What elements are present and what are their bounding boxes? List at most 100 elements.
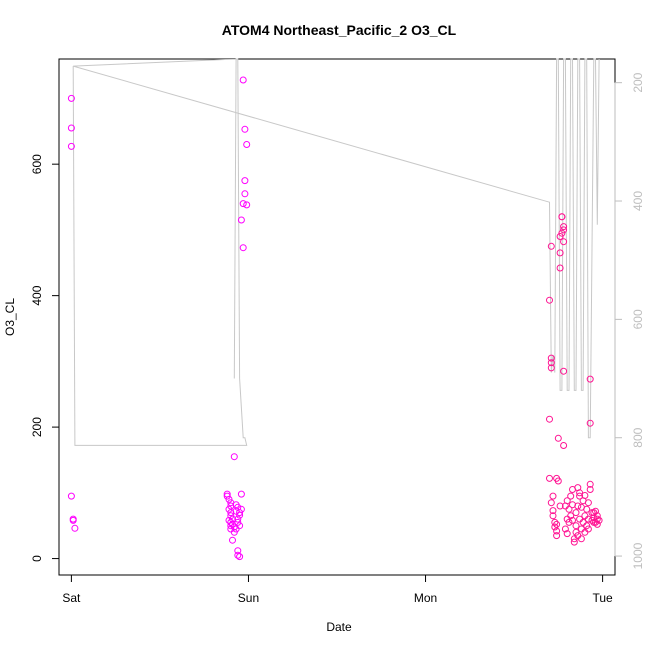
data-point [239, 200, 247, 208]
y-axis-label: O3_CL [3, 298, 17, 336]
data-point [547, 242, 555, 250]
data-point [225, 505, 233, 513]
data-point [237, 216, 245, 224]
data-point [237, 505, 245, 513]
data-point [229, 536, 236, 544]
y2-tick-label: 1000 [631, 542, 645, 569]
data-point [236, 553, 244, 561]
data-point [227, 518, 235, 526]
y2-axis: 200 400 600 800 1000 [614, 72, 645, 569]
data-point [547, 359, 555, 367]
data-point [576, 489, 584, 497]
data-point [581, 492, 589, 499]
data-point [583, 505, 591, 513]
data-point [67, 94, 75, 102]
data-point [558, 213, 566, 221]
chart-title: ATOM4 Northeast_Pacific_2 O3_CL [222, 22, 457, 38]
data-point [561, 525, 569, 533]
data-point [239, 244, 247, 252]
data-point [560, 367, 568, 375]
data-point [574, 502, 582, 510]
y-axis: 0 200 400 600 [30, 154, 60, 562]
data-point [567, 512, 575, 520]
data-point [234, 551, 242, 559]
x-tick-label: Tue [592, 591, 613, 605]
data-point [569, 486, 576, 493]
series-line-2 [72, 58, 600, 446]
data-point [227, 512, 235, 520]
data-point [572, 522, 580, 530]
data-point [570, 538, 578, 546]
data-point [581, 512, 589, 520]
y2-tick-label: 800 [631, 427, 645, 447]
data-point [71, 524, 79, 532]
data-point [567, 492, 575, 500]
data-point [234, 515, 242, 523]
x-tick-label: Mon [414, 591, 437, 605]
data-point [67, 492, 75, 500]
data-point [560, 223, 568, 231]
data-point [225, 495, 233, 503]
data-point [241, 125, 249, 133]
data-point [554, 477, 562, 485]
data-point [592, 507, 599, 515]
x-axis-label: Date [326, 620, 352, 634]
data-point [227, 522, 235, 530]
x-axis: Sat Sun Mon Tue [62, 574, 613, 605]
plot-border [58, 58, 616, 576]
y-tick-label: 0 [30, 555, 44, 562]
data-point [565, 505, 573, 513]
data-point [223, 492, 231, 500]
data-point [586, 375, 594, 383]
data-point [563, 497, 571, 505]
data-point [549, 512, 557, 520]
data-point [243, 201, 251, 209]
data-point [243, 141, 251, 148]
data-point [560, 442, 568, 449]
data-point [546, 415, 553, 423]
data-point [590, 509, 598, 517]
data-point [577, 535, 585, 543]
data-point [565, 518, 573, 526]
data-point [586, 419, 594, 427]
data-point [241, 177, 249, 185]
x-tick-label: Sat [62, 591, 81, 605]
data-point [230, 528, 238, 536]
data-point [583, 522, 591, 530]
y-tick-label: 200 [30, 417, 44, 437]
data-point [239, 76, 247, 84]
data-point [547, 499, 555, 507]
data-point [576, 492, 584, 500]
data-point [560, 238, 568, 246]
data-point [547, 364, 555, 372]
y2-tick-label: 600 [631, 309, 645, 329]
series-points [67, 76, 603, 561]
data-point [593, 515, 601, 523]
data-point [556, 233, 564, 240]
data-point [563, 530, 571, 538]
data-point [560, 226, 568, 234]
data-point [558, 229, 566, 237]
data-point [569, 516, 576, 524]
data-point [592, 518, 599, 526]
y-tick-label: 600 [30, 154, 44, 174]
data-point [67, 142, 75, 150]
data-point [554, 434, 562, 442]
data-point [230, 453, 238, 461]
series-lines [72, 58, 600, 446]
data-point [556, 264, 564, 272]
data-point [549, 507, 557, 515]
data-point [572, 509, 580, 517]
data-point [67, 124, 75, 132]
data-point [241, 190, 249, 198]
y2-tick-label: 400 [631, 191, 645, 211]
data-point [595, 516, 603, 524]
data-point [553, 527, 561, 535]
data-point [234, 518, 242, 526]
data-point [547, 354, 555, 362]
data-point [553, 520, 561, 528]
data-point [584, 525, 592, 533]
data-point [572, 528, 580, 536]
data-point [236, 509, 244, 517]
